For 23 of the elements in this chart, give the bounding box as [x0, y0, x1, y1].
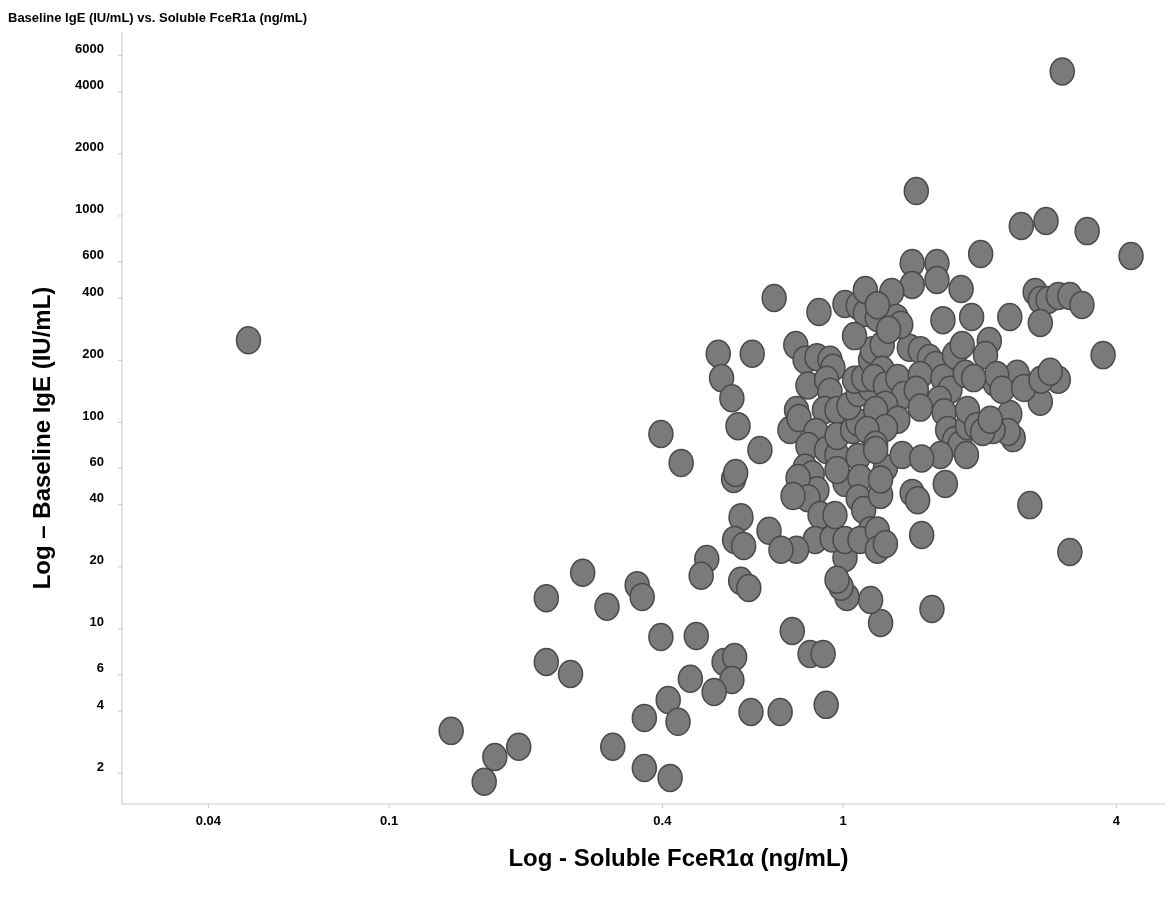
x-tick-label: 4 [1112, 813, 1121, 829]
x-tick-label: 1 [839, 813, 847, 829]
y-tick-label: 2000 [75, 139, 104, 155]
y-tick-label: 200 [82, 345, 104, 361]
y-tick-label: 6000 [75, 40, 104, 56]
y-tick-label: 6 [96, 660, 104, 676]
x-axis-title: Log - Soluble FceR1α (ng/mL) [508, 844, 849, 871]
x-tick-label: 0.4 [653, 813, 673, 829]
x-tick-label: 0.04 [195, 813, 222, 829]
y-tick-label: 2 [96, 758, 104, 774]
chart-title: Baseline IgE (IU/mL) vs. Soluble FceR1a (ng/mL) [8, 10, 308, 25]
y-tick-label: 600 [82, 247, 104, 263]
y-tick-label: 40 [89, 490, 104, 506]
y-tick-label: 1000 [75, 201, 104, 217]
x-tick-label: 0.1 [380, 813, 399, 829]
y-tick-label: 20 [89, 552, 104, 568]
y-axis-title: Log – Baseline IgE (IU/mL) [28, 286, 55, 590]
y-tick-label: 10 [89, 614, 104, 630]
y-tick-label: 400 [82, 283, 104, 299]
y-tick-label: 4000 [75, 77, 104, 93]
y-tick-label: 60 [89, 453, 104, 469]
y-tick-label: 100 [82, 407, 104, 423]
y-tick-label: 4 [96, 696, 105, 712]
